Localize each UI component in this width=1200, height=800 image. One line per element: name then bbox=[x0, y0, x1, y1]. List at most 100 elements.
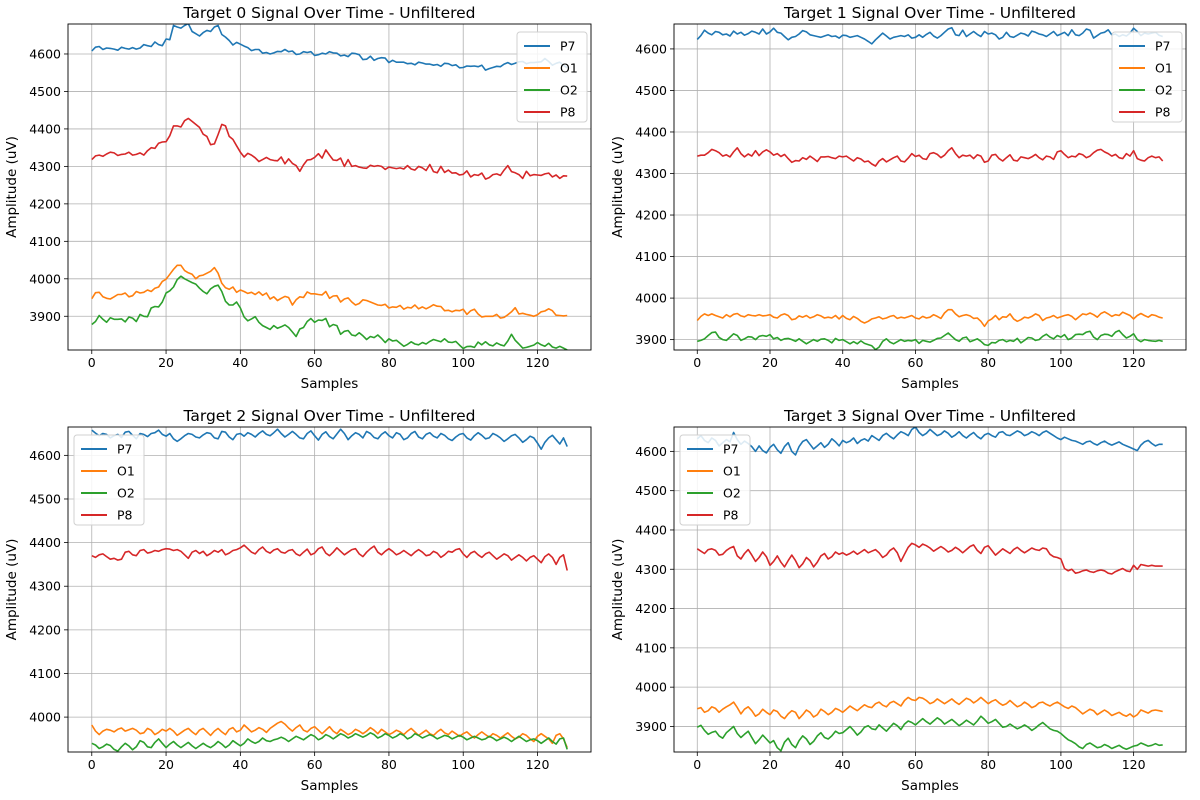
legend: P7 O1 O2 P8 bbox=[679, 434, 751, 526]
legend-label-o1: O1 bbox=[117, 464, 135, 479]
axes-frame bbox=[673, 23, 1187, 351]
subplot-3: 0 20 40 60 80 100 120 3900 4000 4100 4200 4300 4400 4… bbox=[610, 407, 1187, 794]
y-tick-label: 3900 bbox=[29, 309, 61, 324]
x-axis-label: Samples bbox=[901, 376, 959, 392]
axes-frame bbox=[67, 426, 592, 753]
chart-title: Target 1 Signal Over Time - Unfiltered bbox=[783, 4, 1076, 22]
x-tick-label: 80 bbox=[381, 355, 397, 370]
y-tick-label: 4300 bbox=[635, 562, 667, 577]
x-axis-label: Samples bbox=[301, 778, 359, 794]
x-tick-label: 120 bbox=[1122, 757, 1146, 772]
y-tick-label: 4200 bbox=[29, 622, 61, 637]
legend-box bbox=[679, 434, 751, 526]
y-axis-label: Amplitude (uV) bbox=[4, 136, 20, 238]
x-tick-label: 40 bbox=[232, 757, 248, 772]
x-tick-label: 120 bbox=[1122, 355, 1146, 370]
y-tick-label: 4600 bbox=[29, 46, 61, 61]
series-line-o2 bbox=[91, 731, 568, 752]
plot-area bbox=[68, 427, 591, 752]
legend-box bbox=[516, 31, 588, 123]
x-tick-label: 100 bbox=[1049, 355, 1073, 370]
series-line-p8 bbox=[91, 544, 568, 571]
series-line-p8 bbox=[91, 117, 568, 180]
x-tick-label: 0 bbox=[693, 757, 701, 772]
plot-area bbox=[68, 24, 591, 350]
legend-label-p8: P8 bbox=[117, 508, 133, 523]
y-tick-label: 4400 bbox=[635, 522, 667, 537]
x-tick-label: 0 bbox=[88, 757, 96, 772]
legend-label-p8: P8 bbox=[723, 508, 739, 523]
x-axis-label: Samples bbox=[301, 376, 359, 392]
x-tick-label: 80 bbox=[980, 355, 996, 370]
x-tick-label: 100 bbox=[451, 757, 475, 772]
chart-title: Target 3 Signal Over Time - Unfiltered bbox=[783, 407, 1076, 425]
x-tick-label: 80 bbox=[381, 757, 397, 772]
x-tick-label: 0 bbox=[693, 355, 701, 370]
y-tick-label: 4200 bbox=[635, 601, 667, 616]
x-tick-label: 120 bbox=[526, 355, 550, 370]
subplot-0: 0 20 40 60 80 100 120 3900 4000 4100 4200 4300 4400 4… bbox=[4, 4, 592, 392]
y-tick-label: 4200 bbox=[635, 208, 667, 223]
y-axis-label: Amplitude (uV) bbox=[610, 136, 626, 238]
x-tick-label: 20 bbox=[762, 355, 778, 370]
x-tick-label: 40 bbox=[835, 355, 851, 370]
legend-label-o2: O2 bbox=[117, 486, 135, 501]
axes-frame bbox=[673, 426, 1187, 753]
y-tick-label: 4400 bbox=[635, 124, 667, 139]
x-tick-label: 0 bbox=[88, 355, 96, 370]
x-tick-label: 60 bbox=[307, 757, 323, 772]
legend-label-o2: O2 bbox=[1155, 83, 1173, 98]
y-tick-label: 4600 bbox=[29, 448, 61, 463]
y-tick-label: 4100 bbox=[29, 234, 61, 249]
x-tick-label: 20 bbox=[158, 757, 174, 772]
y-axis-label: Amplitude (uV) bbox=[4, 539, 20, 641]
y-tick-label: 4400 bbox=[29, 535, 61, 550]
chart-title: Target 2 Signal Over Time - Unfiltered bbox=[182, 407, 475, 425]
series-line-p7 bbox=[696, 427, 1163, 456]
y-tick-label: 4500 bbox=[29, 491, 61, 506]
x-tick-label: 100 bbox=[451, 355, 475, 370]
y-tick-label: 4400 bbox=[29, 121, 61, 136]
series-line-o1 bbox=[696, 308, 1163, 328]
legend-label-p7: P7 bbox=[560, 39, 576, 54]
legend: P7 O1 O2 P8 bbox=[73, 434, 145, 526]
y-tick-label: 3900 bbox=[635, 719, 667, 734]
subplot-1: 0 20 40 60 80 100 120 3900 4000 4100 4200 4300 4400 4… bbox=[610, 4, 1187, 392]
x-tick-label: 100 bbox=[1049, 757, 1073, 772]
x-tick-label: 20 bbox=[158, 355, 174, 370]
legend-label-o2: O2 bbox=[560, 83, 578, 98]
legend-label-o1: O1 bbox=[560, 61, 578, 76]
plot-area bbox=[674, 24, 1186, 350]
y-tick-label: 4100 bbox=[635, 640, 667, 655]
x-tick-label: 120 bbox=[526, 757, 550, 772]
y-tick-label: 4500 bbox=[29, 84, 61, 99]
y-tick-label: 4500 bbox=[635, 83, 667, 98]
y-tick-label: 4000 bbox=[635, 291, 667, 306]
y-tick-label: 4300 bbox=[29, 159, 61, 174]
x-tick-label: 20 bbox=[762, 757, 778, 772]
series-line-p7 bbox=[696, 26, 1163, 45]
series-line-p7 bbox=[91, 428, 568, 451]
y-tick-label: 3900 bbox=[635, 332, 667, 347]
y-tick-label: 4300 bbox=[635, 166, 667, 181]
legend-label-o1: O1 bbox=[1155, 61, 1173, 76]
y-axis-label: Amplitude (uV) bbox=[610, 539, 626, 641]
legend-label-p7: P7 bbox=[1155, 39, 1171, 54]
y-tick-label: 4000 bbox=[635, 680, 667, 695]
axes-frame bbox=[67, 23, 592, 351]
series-line-p8 bbox=[697, 147, 1164, 167]
x-tick-label: 40 bbox=[232, 355, 248, 370]
y-tick-label: 4500 bbox=[635, 483, 667, 498]
legend-label-o2: O2 bbox=[723, 486, 741, 501]
x-tick-label: 60 bbox=[908, 355, 924, 370]
series-line-o2 bbox=[91, 275, 568, 350]
series-line-o1 bbox=[91, 264, 568, 319]
y-tick-label: 4100 bbox=[635, 249, 667, 264]
legend: P7 O1 O2 P8 bbox=[1111, 31, 1183, 123]
legend-box bbox=[73, 434, 145, 526]
legend: P7 O1 O2 P8 bbox=[516, 31, 588, 123]
x-tick-label: 60 bbox=[307, 355, 323, 370]
series-line-p8 bbox=[696, 542, 1163, 575]
subplot-2: 0 20 40 60 80 100 120 4000 4100 4200 4300 4400 4500 4… bbox=[4, 407, 592, 794]
